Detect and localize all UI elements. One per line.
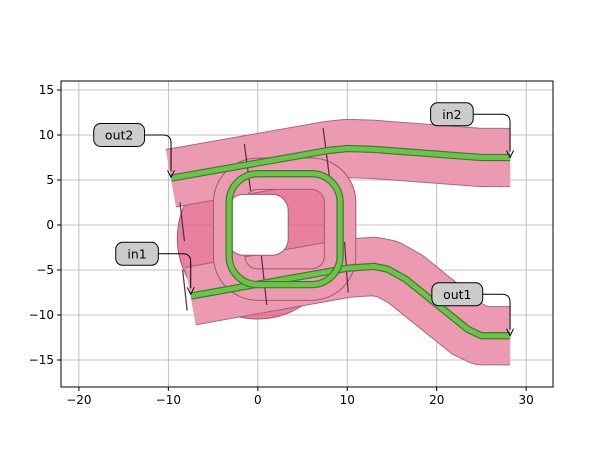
callout-arrowhead-in2	[506, 150, 515, 159]
callout-box-in1	[115, 241, 159, 266]
y-tick-label: −10	[29, 308, 54, 322]
ring-hole	[226, 193, 289, 256]
callout-box-in2	[430, 102, 474, 127]
callout-arrowhead-out2	[167, 170, 175, 179]
callout-arrowhead-in1	[186, 287, 195, 296]
callout-arrowhead-out1	[506, 328, 515, 337]
y-tick-label: 5	[46, 173, 54, 187]
x-tick-label: −20	[66, 393, 91, 407]
x-tick-label: −10	[156, 393, 181, 407]
port-label-in2: in2	[442, 107, 461, 122]
port-label-out1: out1	[443, 287, 471, 302]
segment-cut-line	[179, 202, 186, 242]
axes-frame	[60, 80, 554, 388]
y-tick-label: 15	[39, 83, 54, 97]
bottom-bus-core	[190, 263, 511, 339]
callout-connector-out2	[144, 134, 172, 172]
top-bus-core	[170, 146, 511, 181]
component-layout	[165, 118, 512, 366]
segment-cut-line	[182, 269, 188, 311]
y-tick-label: −5	[36, 263, 54, 277]
y-tick-label: 0	[46, 218, 54, 232]
port-label-in1: in1	[127, 246, 146, 261]
ring-core	[226, 171, 343, 288]
axis-ticks: −20 −10 0 10 20 30 −15 −10 −5 0 5 10 15	[29, 83, 534, 407]
x-tick-label: 30	[519, 393, 534, 407]
callout-connector-in1	[158, 253, 192, 289]
x-tick-label: 20	[429, 393, 444, 407]
port-callouts: in1 in2 out1 out2	[93, 102, 515, 337]
y-tick-label: 10	[39, 128, 54, 142]
callout-box-out1	[431, 282, 484, 307]
y-tick-label: −15	[29, 353, 54, 367]
x-tick-label: 10	[340, 393, 355, 407]
port-label-out2: out2	[105, 128, 133, 143]
callout-connector-out1	[482, 293, 511, 330]
x-tick-label: 0	[254, 393, 262, 407]
callout-box-out2	[93, 123, 146, 147]
callout-connector-in2	[473, 113, 511, 152]
